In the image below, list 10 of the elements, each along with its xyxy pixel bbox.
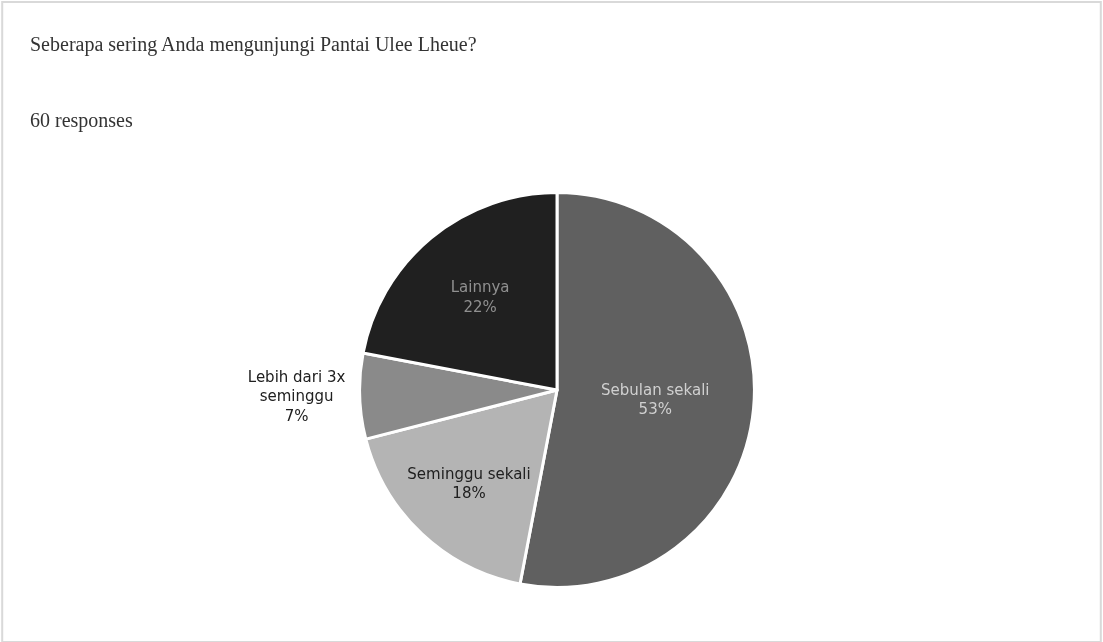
chart-title: Seberapa sering Anda mengunjungi Pantai Ulee Lheue? bbox=[30, 33, 477, 56]
slice-label: Lebih dari 3x seminggu bbox=[247, 367, 346, 406]
slice-label: Seminggu sekali bbox=[407, 464, 531, 483]
data-label: 53% bbox=[638, 400, 672, 419]
slice-label: Lainnya bbox=[450, 278, 510, 297]
data-label: 7% bbox=[284, 406, 309, 425]
slice-label: Sebulan sekali bbox=[601, 380, 710, 399]
data-label: 18% bbox=[452, 484, 486, 503]
data-label: 22% bbox=[463, 297, 497, 316]
text: 60 responses bbox=[30, 109, 133, 132]
